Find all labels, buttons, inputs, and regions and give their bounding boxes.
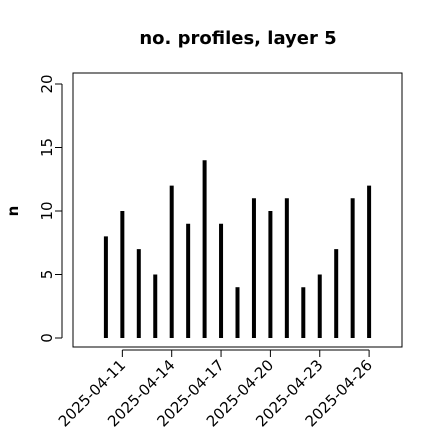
y-axis-label: n [4, 206, 22, 217]
chart-title: no. profiles, layer 5 [139, 28, 336, 49]
y-tick-label: 0 [38, 333, 56, 343]
plot-box [72, 72, 403, 348]
y-tick-label: 5 [38, 270, 56, 280]
y-tick-label: 15 [38, 138, 56, 157]
y-tick-label: 10 [38, 201, 56, 220]
y-tick-label: 20 [38, 74, 56, 93]
